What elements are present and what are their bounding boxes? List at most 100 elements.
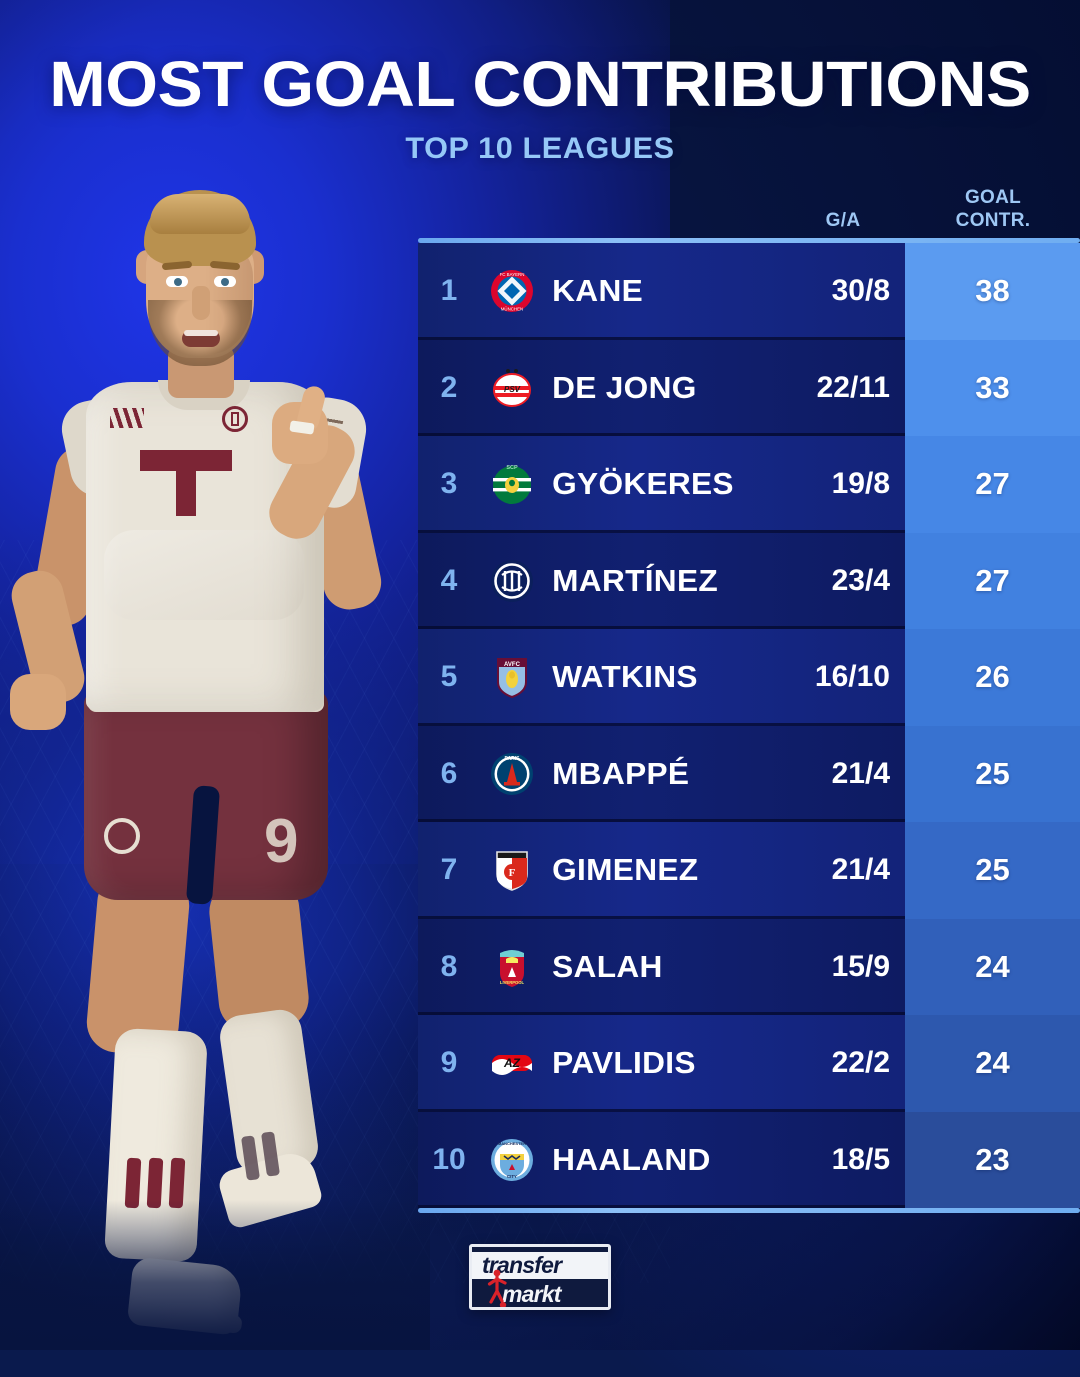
table-row-main: 6 PARIS MBAPPÉ (418, 725, 905, 822)
goal-contributions-value: 23 (905, 1111, 1080, 1208)
goal-contributions-value: 25 (905, 822, 1080, 919)
svg-text:AVFC: AVFC (504, 662, 521, 668)
svg-text:LIVERPOOL: LIVERPOOL (500, 980, 525, 985)
club-badge-sporting-cp-icon[interactable]: SCP (480, 462, 544, 506)
table-row[interactable]: 5 AVFC WATKINS 16/10 26 (418, 629, 1080, 726)
goal-contributions-value: 27 (905, 532, 1080, 629)
player-name: KANE (552, 273, 643, 309)
player-photo-harry-kane (0, 150, 430, 1350)
player-left-pupil (174, 278, 182, 286)
rank-number: 4 (440, 563, 458, 597)
table-row-main: 1 FC BAYERN MÜNCHEN KANE (418, 243, 905, 340)
player-name: PAVLIDIS (552, 1045, 696, 1081)
goals-assists-value: 21/4 (831, 756, 890, 790)
goals-assists-value: 30/8 (831, 274, 890, 308)
club-badge-liverpool-icon[interactable]: LIVERPOOL (480, 945, 544, 989)
rank-number: 7 (440, 853, 458, 887)
player-name: MARTÍNEZ (552, 562, 718, 598)
adidas-logo-icon (110, 408, 144, 428)
table-top-rule (418, 238, 1080, 243)
club-badge-aston-villa-icon[interactable]: AVFC (480, 655, 544, 699)
table-row[interactable]: 10 MANCHESTER CITY HAALAND 18/5 23 (418, 1111, 1080, 1208)
telekom-logo-dot-icon (215, 450, 232, 467)
goal-contributions-value: 24 (905, 1015, 1080, 1112)
player-right-pupil (221, 278, 229, 286)
svg-text:PSV: PSV (504, 385, 521, 394)
player-hair-highlight (150, 194, 250, 234)
telekom-logo-stem-icon (176, 450, 196, 516)
player-name: SALAH (552, 948, 663, 984)
table-body: 1 FC BAYERN MÜNCHEN KANE 30/8 38 2 PSV DE JONG 22… (418, 243, 1080, 1208)
row-separator (418, 529, 905, 533)
svg-text:PARIS: PARIS (505, 756, 521, 762)
club-badge-feyenoord-icon[interactable]: F (480, 848, 544, 892)
club-crest-shorts-icon (104, 818, 140, 854)
svg-text:SCP: SCP (506, 465, 518, 471)
table-row-main: 2 PSV DE JONG (418, 339, 905, 436)
row-separator (418, 626, 905, 629)
table-row-main: 5 AVFC WATKINS (418, 629, 905, 726)
logo-word-markt: markt (502, 1281, 561, 1307)
row-separator (418, 1205, 905, 1208)
rank-number: 6 (440, 756, 458, 790)
transfermarkt-logo[interactable]: transfer markt (469, 1244, 611, 1310)
page-subtitle: TOP 10 LEAGUES (405, 132, 675, 165)
goals-assists-value: 21/4 (831, 853, 890, 887)
club-badge-inter-milan-icon[interactable] (480, 559, 544, 603)
table-row[interactable]: 8 LIVERPOOL SALAH 15/9 24 (418, 918, 1080, 1015)
player-bottom-fade (0, 1200, 430, 1350)
rank-number: 10 (432, 1142, 466, 1176)
brand-logo-container: transfer markt (0, 1244, 1080, 1310)
table-row[interactable]: 4 MARTÍNEZ 23/4 27 (418, 532, 1080, 629)
telekom-logo-dot-icon (140, 450, 157, 467)
table-bottom-rule (418, 1208, 1080, 1213)
rank-number: 2 (440, 370, 458, 404)
table-row[interactable]: 2 PSV DE JONG 22/11 33 (418, 339, 1080, 436)
player-name: GIMENEZ (552, 852, 699, 888)
player-name: HAALAND (552, 1141, 711, 1177)
leaderboard-table: G/A GOAL CONTR. 1 FC BAYERN MÜNCHEN KANE 30/… (418, 170, 1080, 1213)
rank-number: 9 (440, 1046, 458, 1080)
table-row[interactable]: 9 AZ PAVLIDIS 22/2 24 (418, 1015, 1080, 1112)
player-name: MBAPPÉ (552, 755, 690, 791)
svg-text:AZ: AZ (503, 1056, 521, 1070)
goals-assists-value: 23/4 (831, 563, 890, 597)
table-row-main: 3 SCP GYÖKERES (418, 436, 905, 533)
player-teeth (184, 330, 218, 336)
row-separator (418, 1012, 905, 1015)
goal-contributions-value: 33 (905, 339, 1080, 436)
svg-text:MANCHESTER: MANCHESTER (498, 1141, 526, 1146)
club-badge-az-alkmaar-icon[interactable]: AZ (480, 1041, 544, 1085)
player-name: DE JONG (552, 369, 697, 405)
rank-number: 3 (440, 467, 458, 501)
goal-contributions-value: 24 (905, 918, 1080, 1015)
club-badge-manchester-city-icon[interactable]: MANCHESTER CITY (480, 1138, 544, 1182)
svg-text:F: F (509, 867, 516, 879)
table-row[interactable]: 1 FC BAYERN MÜNCHEN KANE 30/8 38 (418, 243, 1080, 340)
page-title: MOST GOAL CONTRIBUTIONS (49, 48, 1031, 120)
header: MOST GOAL CONTRIBUTIONS TOP 10 LEAGUES (0, 0, 1080, 166)
player-nose (192, 286, 210, 320)
goals-assists-value: 18/5 (831, 1142, 890, 1176)
club-crest-shirt-icon (222, 406, 248, 432)
table-row-main: 9 AZ PAVLIDIS (418, 1015, 905, 1112)
row-separator (418, 819, 905, 822)
table-row[interactable]: 6 PARIS MBAPPÉ 21/4 25 (418, 725, 1080, 822)
club-badge-paris-saint-germain-icon[interactable]: PARIS (480, 752, 544, 796)
club-badge-bayern-munich-icon[interactable]: FC BAYERN MÜNCHEN (480, 269, 544, 313)
logo-footballer-figure-icon (487, 1269, 507, 1307)
goals-assists-value: 16/10 (814, 660, 890, 694)
player-name: WATKINS (552, 659, 698, 695)
table-row[interactable]: 7 F GIMENEZ 21/4 25 (418, 822, 1080, 919)
player-shirt-number (264, 806, 310, 877)
svg-text:CITY: CITY (507, 1174, 517, 1179)
goal-contributions-value: 38 (905, 243, 1080, 340)
table-row[interactable]: 3 SCP GYÖKERES 19/8 27 (418, 436, 1080, 533)
svg-text:MÜNCHEN: MÜNCHEN (501, 307, 523, 312)
table-row-main: 7 F GIMENEZ (418, 822, 905, 919)
player-shirt-fold (104, 530, 304, 620)
club-badge-psv-eindhoven-icon[interactable]: PSV (480, 366, 544, 410)
player-name: GYÖKERES (552, 466, 734, 502)
row-separator (418, 722, 905, 726)
club-crest-shirt-inner-icon (231, 412, 239, 426)
